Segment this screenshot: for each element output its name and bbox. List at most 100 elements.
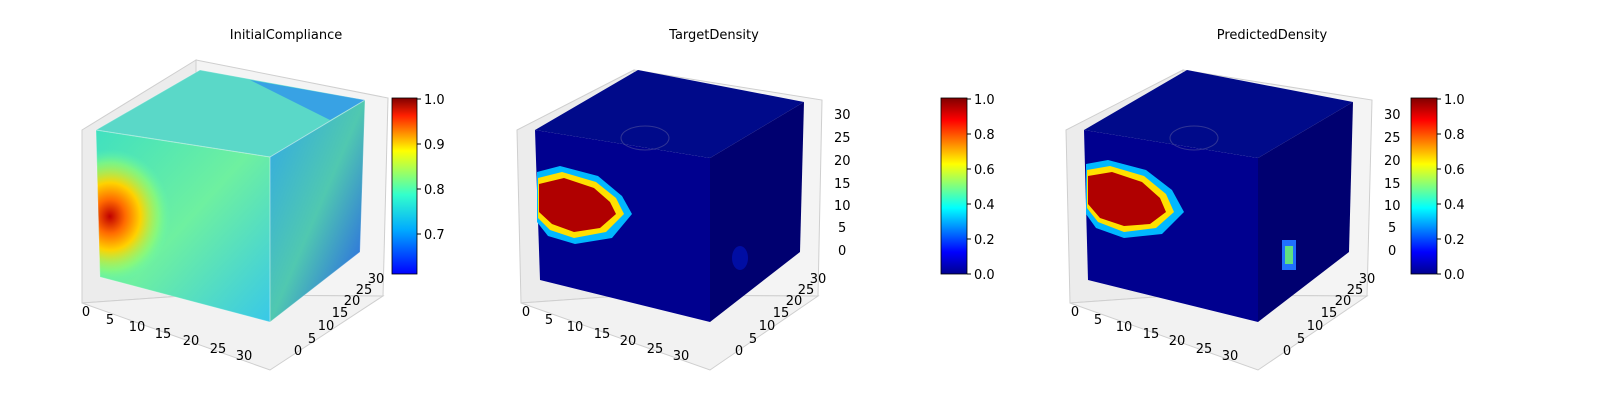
x-tick-label: 20 [1169, 334, 1186, 349]
density-blob [537, 166, 632, 244]
z-tick-label: 0 [838, 244, 846, 259]
right-face-spot [732, 246, 748, 270]
cube-right-face [270, 100, 365, 322]
colorbar-tick-label: 0.8 [974, 128, 995, 143]
x-tick-label: 20 [183, 334, 200, 349]
z-tick-label: 15 [1384, 177, 1401, 192]
colorbar: 0.7 0.8 0.9 1.0 [391, 93, 445, 275]
x-tick-label: 0 [522, 305, 530, 320]
colorbar-tick-label: 0.8 [1444, 128, 1465, 143]
y-tick-label: 30 [368, 272, 385, 287]
colorbar-tick-label: 0.7 [424, 228, 445, 243]
cube-top-face [1084, 70, 1353, 158]
y-tick-label: 20 [1335, 294, 1352, 309]
x-axis-ticks: 0 5 10 15 20 25 30 [522, 305, 689, 364]
y-tick-label: 15 [332, 306, 349, 321]
y-tick-label: 25 [356, 283, 373, 298]
colorbar-tick-label: 0.2 [1444, 233, 1465, 248]
y-tick-label: 20 [344, 294, 361, 309]
y-tick-label: 25 [1347, 283, 1364, 298]
y-axis-ticks: 0 5 10 15 20 25 30 [294, 272, 384, 359]
colorbar-tick-label: 1.0 [974, 93, 995, 108]
colorbar-tick-label: 0.0 [974, 268, 995, 283]
y-tick-label: 5 [1297, 332, 1305, 347]
x-tick-label: 10 [567, 320, 584, 335]
y-tick-label: 5 [308, 332, 316, 347]
y-tick-label: 15 [773, 306, 790, 321]
chart-title: InitialCompliance [230, 28, 343, 43]
cube-edges [94, 69, 367, 324]
x-tick-label: 5 [1094, 313, 1102, 328]
y-tick-label: 30 [1359, 272, 1376, 287]
z-tick-label: 5 [838, 221, 846, 236]
x-tick-label: 25 [647, 342, 664, 357]
density-blob [1086, 160, 1184, 238]
x-tick-label: 0 [1071, 305, 1079, 320]
z-axis-ticks: 0 5 10 15 20 25 30 [1384, 108, 1401, 259]
colorbar: 0.0 0.2 0.4 0.6 0.8 1.0 [940, 93, 995, 283]
x-tick-label: 30 [673, 349, 690, 364]
z-tick-label: 0 [1388, 244, 1396, 259]
z-tick-label: 30 [1384, 108, 1401, 123]
colorbar-tick-label: 0.6 [1444, 163, 1465, 178]
colorbar-gradient [940, 97, 968, 275]
colorbar-tick-label: 0.0 [1444, 268, 1465, 283]
colorbar-tick-label: 0.4 [974, 198, 995, 213]
x-tick-label: 15 [155, 327, 172, 342]
colorbar-tick-label: 0.8 [424, 183, 445, 198]
z-axis-ticks: 0 5 10 15 20 25 30 [834, 108, 851, 259]
colorbar-ticks: 0.7 0.8 0.9 1.0 [417, 93, 445, 243]
x-axis-ticks: 0 5 10 15 20 25 30 [82, 305, 252, 364]
z-tick-label: 10 [1384, 199, 1401, 214]
y-tick-label: 15 [1321, 306, 1338, 321]
z-tick-label: 20 [834, 154, 851, 169]
cube [535, 70, 804, 322]
y-axis-ticks: 0 5 10 15 20 25 30 [735, 272, 826, 359]
x-tick-label: 15 [1143, 327, 1160, 342]
y-tick-label: 20 [786, 294, 803, 309]
right-face-spot [1282, 240, 1296, 270]
x-tick-label: 15 [594, 327, 611, 342]
colorbar-gradient [391, 97, 418, 275]
z-tick-label: 10 [834, 199, 851, 214]
x-tick-label: 10 [129, 320, 146, 335]
colorbar-tick-label: 1.0 [424, 93, 445, 108]
colorbar-tick-label: 0.4 [1444, 198, 1465, 213]
colorbar-tick-label: 0.9 [424, 138, 445, 153]
chart-title: PredictedDensity [1217, 28, 1328, 43]
cube [94, 69, 367, 324]
z-tick-label: 25 [834, 131, 851, 146]
y-tick-label: 10 [759, 319, 776, 334]
y-tick-label: 10 [318, 319, 335, 334]
x-tick-label: 30 [236, 349, 253, 364]
colorbar-tick-label: 0.6 [974, 163, 995, 178]
y-tick-label: 5 [749, 332, 757, 347]
cube-right-face [1258, 102, 1353, 322]
cube-top-face [96, 70, 365, 157]
colorbar: 0.0 0.2 0.4 0.6 0.8 1.0 [1410, 93, 1465, 283]
x-tick-label: 30 [1222, 349, 1239, 364]
z-tick-label: 15 [834, 177, 851, 192]
x-axis-ticks: 0 5 10 15 20 25 30 [1071, 305, 1238, 364]
z-tick-label: 30 [834, 108, 851, 123]
colorbar-ticks: 0.0 0.2 0.4 0.6 0.8 1.0 [967, 93, 995, 283]
y-tick-label: 0 [735, 344, 743, 359]
y-tick-label: 0 [294, 344, 302, 359]
x-tick-label: 25 [210, 342, 227, 357]
chart-title: TargetDensity [668, 28, 759, 43]
y-tick-label: 0 [1283, 344, 1291, 359]
cube-front-face [96, 130, 270, 322]
faint-arc [620, 125, 670, 151]
colorbar-tick-label: 0.2 [974, 233, 995, 248]
cube [1084, 70, 1353, 322]
z-tick-label: 5 [1388, 221, 1396, 236]
y-tick-label: 10 [1307, 319, 1324, 334]
x-tick-label: 10 [1116, 320, 1133, 335]
x-tick-label: 5 [545, 313, 553, 328]
colorbar-tick-label: 1.0 [1444, 93, 1465, 108]
x-tick-label: 20 [620, 334, 637, 349]
colorbar-ticks: 0.0 0.2 0.4 0.6 0.8 1.0 [1437, 93, 1465, 283]
cube-top-face [535, 70, 804, 158]
z-tick-label: 25 [1384, 131, 1401, 146]
